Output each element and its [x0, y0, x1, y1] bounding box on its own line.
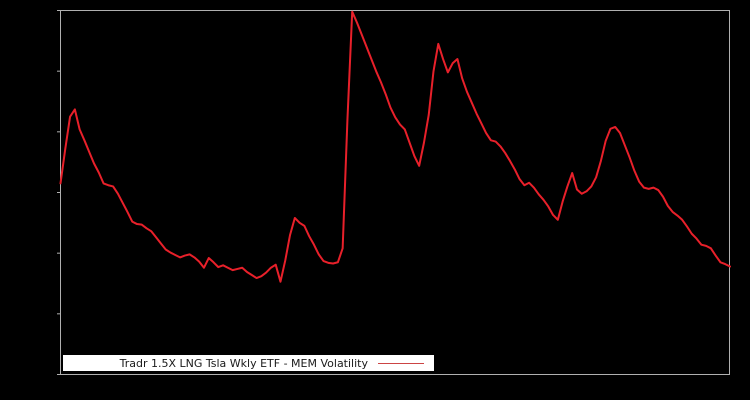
chart-legend[interactable]: Tradr 1.5X LNG Tsla Wkly ETF - MEM Volat… [63, 355, 434, 371]
legend-series-label: Tradr 1.5X LNG Tsla Wkly ETF - MEM Volat… [119, 356, 368, 370]
volatility-line-series [59, 10, 731, 283]
y-axis-tick-labels: 0%100%200%300%400%500%600% [0, 0, 56, 400]
plot-axes [60, 10, 730, 375]
legend-line-swatch [378, 362, 424, 364]
y-axis-ticks [57, 10, 61, 375]
